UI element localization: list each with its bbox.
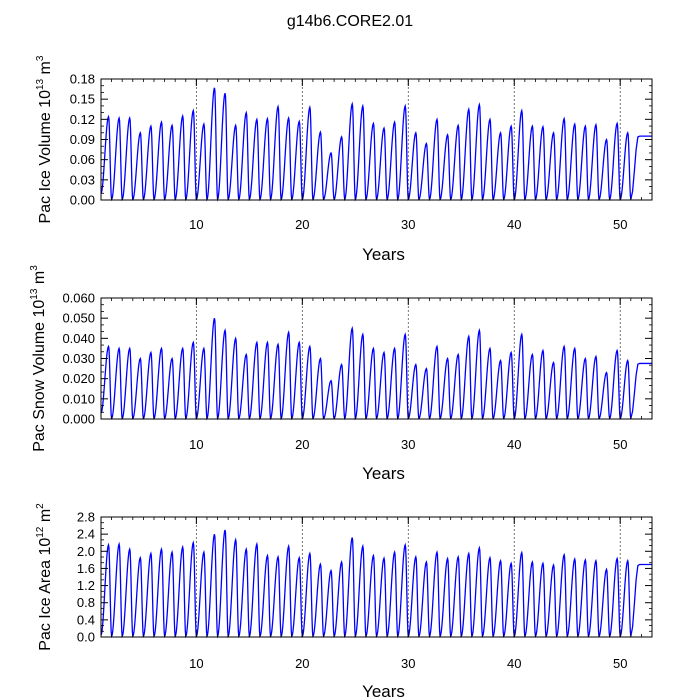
y-tick-label-2.0: 2.0	[77, 544, 95, 559]
x-tick-label-20: 20	[295, 217, 309, 232]
chart-panel-3: 10 20 30 40 50 0.0 0.4 0.8 1.2 1.6 2.0 2.4 2.8 Years P…	[35, 503, 653, 698]
x-tick-label-40: 40	[507, 656, 521, 671]
y-tick-label-0.050: 0.050	[62, 311, 95, 326]
x-tick-label-40: 40	[507, 217, 521, 232]
y-tick-label-0.8: 0.8	[77, 595, 95, 610]
y-tick-label-0.03: 0.03	[70, 172, 95, 187]
x-tick-label-20: 20	[295, 656, 309, 671]
x-tick-label-20: 20	[295, 437, 309, 452]
y-axis-label: Pac Snow Volume 1013 m3	[29, 265, 48, 452]
y-tick-label-0.00: 0.00	[70, 193, 95, 208]
y-tick-label-0.18: 0.18	[70, 72, 95, 87]
y-tick-label-0.030: 0.030	[62, 351, 95, 366]
y-tick-label-0.4: 0.4	[77, 612, 95, 627]
y-tick-label-0.020: 0.020	[62, 371, 95, 386]
y-tick-label-0.12: 0.12	[70, 112, 95, 127]
x-tick-label-30: 30	[401, 437, 415, 452]
figure-title: g14b6.CORE2.01	[287, 13, 413, 30]
x-tick-label-30: 30	[401, 656, 415, 671]
x-tick-label-40: 40	[507, 437, 521, 452]
x-axis-label: Years	[362, 682, 405, 698]
y-tick-label-0.000: 0.000	[62, 412, 95, 427]
series-line	[100, 87, 652, 202]
y-tick-label-0.060: 0.060	[62, 291, 95, 306]
x-tick-label-10: 10	[189, 656, 203, 671]
x-tick-label-50: 50	[613, 217, 627, 232]
series-line	[100, 529, 652, 639]
x-tick-label-30: 30	[401, 217, 415, 232]
x-axis-label: Years	[362, 245, 405, 264]
chart-panel-2: 10 20 30 40 50 0.000 0.010 0.020 0.030 0.040 0.050…	[29, 265, 653, 483]
y-tick-label-2.4: 2.4	[77, 527, 95, 542]
y-tick-label-0.010: 0.010	[62, 391, 95, 406]
y-tick-label-1.6: 1.6	[77, 561, 95, 576]
y-tick-label-0.15: 0.15	[70, 92, 95, 107]
y-tick-label-0.040: 0.040	[62, 331, 95, 346]
x-tick-label-50: 50	[613, 656, 627, 671]
x-tick-label-50: 50	[613, 437, 627, 452]
x-axis-label: Years	[362, 464, 405, 483]
x-tick-label-10: 10	[189, 437, 203, 452]
y-tick-label-0.09: 0.09	[70, 132, 95, 147]
y-axis-label: Pac Ice Area 1012 m2	[35, 503, 54, 651]
chart-panel-1: 10 20 30 40 50 0.00 0.03 0.06 0.09 0.12 0.15 0.18 Ye…	[35, 55, 653, 264]
x-tick-label-10: 10	[189, 217, 203, 232]
y-tick-label-0.06: 0.06	[70, 152, 95, 167]
y-tick-label-2.8: 2.8	[77, 510, 95, 525]
y-axis-label: Pac Ice Volume 1013 m3	[35, 55, 54, 223]
y-tick-label-1.2: 1.2	[77, 578, 95, 593]
y-tick-label-0.0: 0.0	[77, 630, 95, 645]
series-line	[100, 318, 652, 421]
